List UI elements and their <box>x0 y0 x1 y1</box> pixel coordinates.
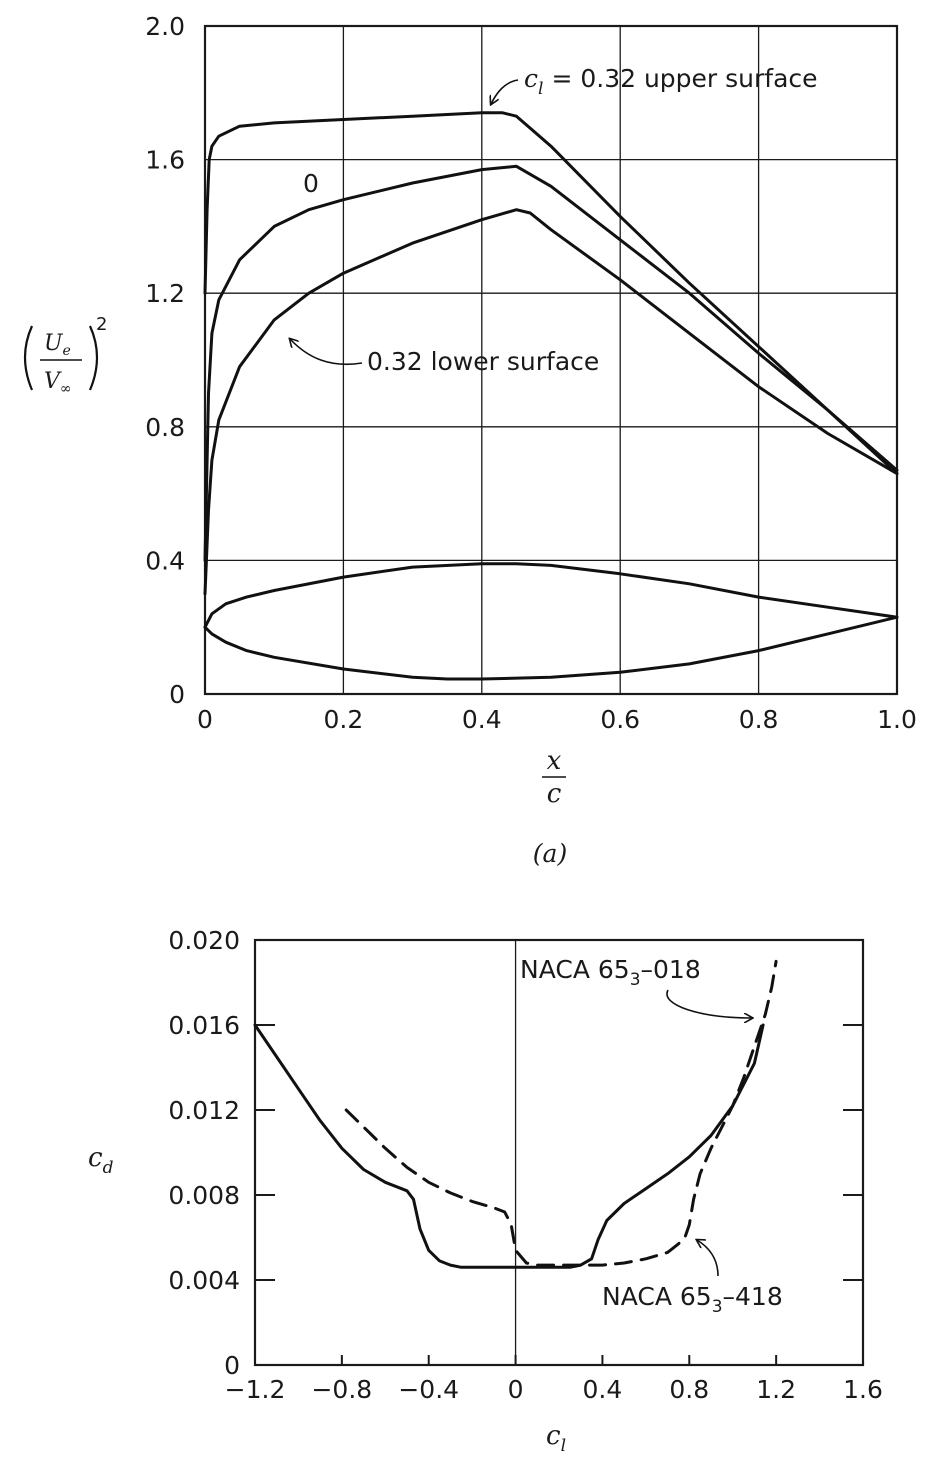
x-tick-label: 1.2 <box>756 1375 796 1404</box>
annotation-zero-label: 0 <box>303 169 319 198</box>
panel-label-a: (a) <box>533 839 567 868</box>
x-tick-label: 0.2 <box>324 705 364 734</box>
y-tick-label: 0.4 <box>145 546 185 575</box>
x-tick-label: −1.2 <box>225 1375 286 1404</box>
annotation-naca-418: NACA 653–418 <box>602 1240 783 1317</box>
y-label-denominator: V∞ <box>44 369 72 397</box>
x-label-numerator: x <box>547 746 562 776</box>
y-label-power: 2 <box>96 314 107 335</box>
series-line-lower <box>203 208 899 596</box>
x-tick-label: −0.8 <box>311 1375 372 1404</box>
y-tick-label: 1.2 <box>145 279 185 308</box>
annotation-naca-018: NACA 653–018 <box>520 955 752 1018</box>
chart-a: 0 0.4 0.8 1.2 1.6 2.0 0 0.2 0.4 0.6 0.8 1.0 cl = 0.… <box>23 12 917 868</box>
chart-b-y-axis-label: cd <box>88 1143 114 1178</box>
y-tick-label: 0 <box>224 1351 240 1380</box>
y-label-numerator: Ue <box>44 331 71 359</box>
chart-a-series <box>203 111 899 681</box>
x-tick-label: 0 <box>508 1375 524 1404</box>
y-tick-label: 0.016 <box>168 1011 240 1040</box>
chart-a-x-axis-label: x c <box>542 746 566 809</box>
annotation-upper-arrow <box>491 79 519 104</box>
annotation-naca-418-label: NACA 653–418 <box>602 1282 783 1317</box>
annotation-naca-418-arrow <box>697 1240 719 1277</box>
annotation-lower-surface: 0.32 lower surface <box>290 339 599 376</box>
series-line-profile-upper <box>203 562 899 629</box>
chart-b-x-ticks: −1.2 −0.8 −0.4 0 0.4 0.8 1.2 1.6 <box>225 1355 883 1404</box>
y-tick-label: 0 <box>169 680 185 709</box>
x-tick-label: 0.8 <box>669 1375 709 1404</box>
y-tick-label: 2.0 <box>145 12 185 41</box>
x-tick-label: 0 <box>197 705 213 734</box>
series-line-upper <box>203 111 899 472</box>
chart-b-x-axis-label: cl <box>546 1421 566 1456</box>
y-tick-label: 0.004 <box>168 1266 240 1295</box>
x-tick-label: 1.6 <box>843 1375 883 1404</box>
series-line-naca-418 <box>344 959 778 1267</box>
chart-b-series <box>253 959 778 1269</box>
chart-a-plot-frame <box>203 24 899 696</box>
x-tick-label: 0.6 <box>600 705 640 734</box>
series-line-zero <box>203 164 899 562</box>
y-tick-label: 1.6 <box>145 146 185 175</box>
y-tick-label: 0.008 <box>168 1181 240 1210</box>
x-tick-label: 0.4 <box>462 705 502 734</box>
y-tick-label: 0.8 <box>145 413 185 442</box>
x-tick-label: 0.4 <box>583 1375 623 1404</box>
x-label-denominator: c <box>547 779 562 809</box>
annotation-upper-label: cl = 0.32 upper surface <box>524 64 818 99</box>
annotation-upper-surface: cl = 0.32 upper surface <box>491 64 818 104</box>
annotation-naca-018-arrow <box>666 989 752 1018</box>
chart-b-y-ticks: 0 0.004 0.008 0.012 0.016 0.020 <box>168 926 863 1380</box>
chart-b-plot-frame <box>253 938 865 1367</box>
y-tick-label: 0.020 <box>168 926 240 955</box>
x-tick-label: 1.0 <box>877 705 917 734</box>
annotation-lower-arrow <box>290 339 363 366</box>
annotation-naca-018-label: NACA 653–018 <box>520 955 701 990</box>
y-tick-label: 0.012 <box>168 1096 240 1125</box>
chart-a-grid <box>205 26 897 694</box>
x-tick-label: −0.4 <box>398 1375 459 1404</box>
annotation-lower-label: 0.32 lower surface <box>367 347 599 376</box>
series-line-naca-018 <box>253 1023 765 1269</box>
series-line-profile-lower <box>203 615 899 681</box>
chart-a-y-ticks: 0 0.4 0.8 1.2 1.6 2.0 <box>145 12 185 709</box>
chart-a-y-axis-label: Ue V∞ 2 <box>23 314 107 397</box>
x-tick-label: 0.8 <box>739 705 779 734</box>
chart-a-x-ticks: 0 0.2 0.4 0.6 0.8 1.0 <box>197 705 917 734</box>
